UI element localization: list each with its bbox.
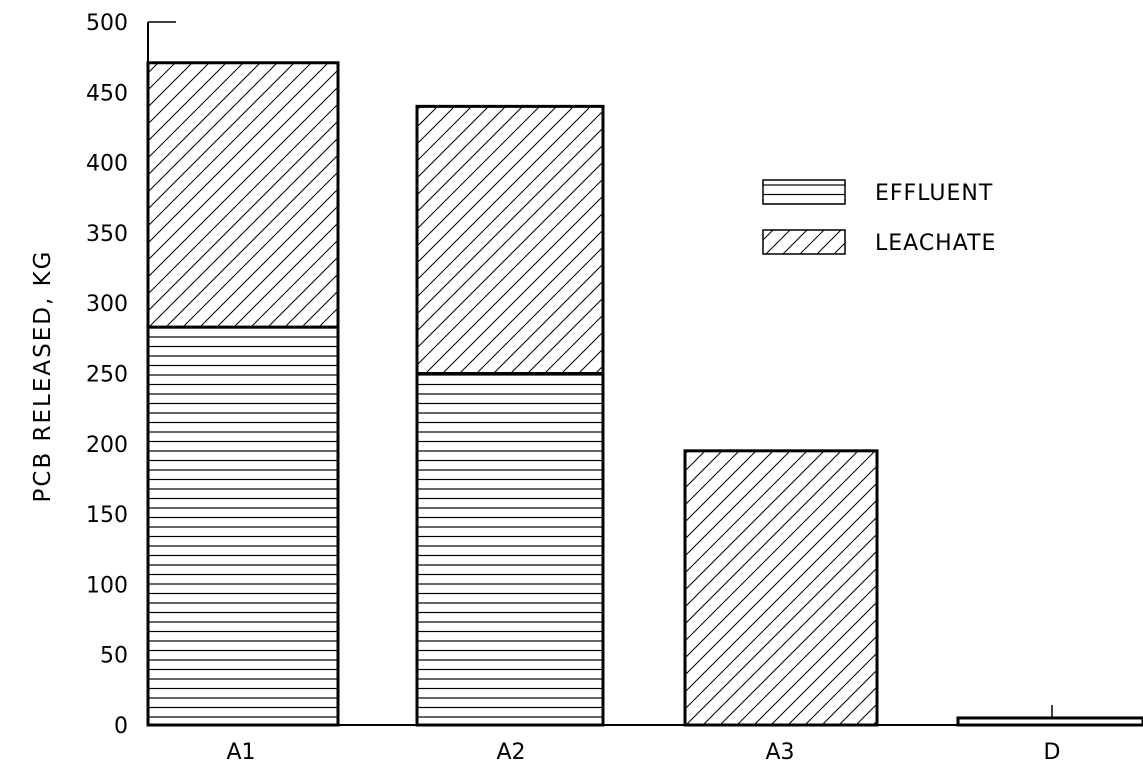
legend-label-leachate: LEACHATE xyxy=(875,231,996,256)
bars xyxy=(146,61,1143,727)
y-tick-label: 150 xyxy=(86,503,128,528)
legend-swatch-leachate xyxy=(762,229,846,255)
x-tick-label: D xyxy=(1044,740,1061,765)
bar-effluent-a2 xyxy=(415,372,605,727)
y-tick-label: 100 xyxy=(86,573,128,598)
y-axis-label: PCB RELEASED, KG xyxy=(30,250,56,503)
y-tick-label: 50 xyxy=(100,644,128,669)
y-tick-label: 250 xyxy=(86,363,128,388)
y-tick-label: 350 xyxy=(86,222,128,247)
legend-swatch-effluent xyxy=(762,179,846,205)
y-tick-label: 0 xyxy=(114,714,128,739)
y-tick-label: 400 xyxy=(86,152,128,177)
bar-leachate-a2 xyxy=(415,104,605,376)
legend-label-effluent: EFFLUENT xyxy=(875,181,993,206)
y-tick-label: 300 xyxy=(86,292,128,317)
bar-leachate-a1 xyxy=(146,61,340,329)
bar-effluent-d xyxy=(956,716,1143,727)
y-tick-label: 500 xyxy=(86,11,128,36)
x-tick-label: A3 xyxy=(765,740,794,765)
y-tick-label: 200 xyxy=(86,433,128,458)
x-tick-label: A2 xyxy=(496,740,525,765)
legend: EFFLUENT LEACHATE xyxy=(762,179,996,256)
bar-effluent-a1 xyxy=(146,325,340,727)
bar-leachate-a3 xyxy=(683,449,879,727)
x-tick-label: A1 xyxy=(226,740,255,765)
y-tick-label: 450 xyxy=(86,81,128,106)
